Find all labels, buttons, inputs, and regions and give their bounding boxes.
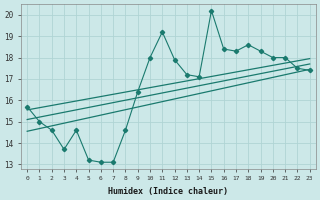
X-axis label: Humidex (Indice chaleur): Humidex (Indice chaleur) <box>108 187 228 196</box>
